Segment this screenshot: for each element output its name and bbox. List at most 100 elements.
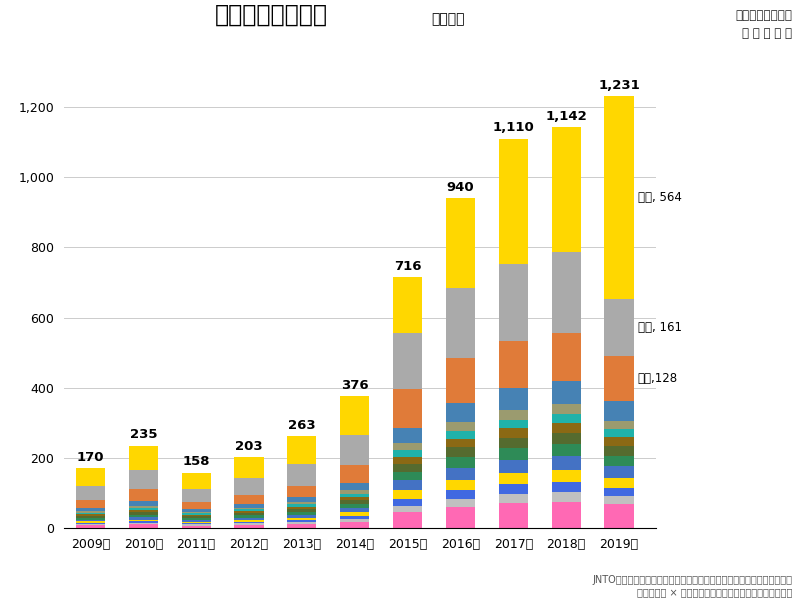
Bar [76, 516, 105, 518]
Bar [605, 496, 634, 504]
Bar [498, 473, 528, 484]
Bar [182, 512, 210, 513]
Bar [182, 524, 210, 526]
Bar [340, 512, 370, 516]
Bar [552, 433, 581, 444]
Bar [340, 494, 370, 497]
Bar [393, 277, 422, 333]
Bar [287, 502, 316, 505]
Bar [129, 506, 158, 508]
Bar [498, 388, 528, 410]
Bar [552, 127, 581, 253]
Bar [552, 444, 581, 456]
Bar [605, 446, 634, 456]
Bar [340, 490, 370, 494]
Bar [498, 503, 528, 528]
Bar [129, 470, 158, 490]
Bar [287, 436, 316, 464]
Bar [182, 526, 210, 528]
Bar [182, 517, 210, 518]
Bar [605, 96, 634, 299]
Bar [393, 506, 422, 512]
Bar [182, 473, 210, 489]
Bar [446, 499, 475, 507]
Bar [129, 523, 158, 524]
Bar [498, 428, 528, 437]
Bar [446, 457, 475, 467]
Bar [129, 508, 158, 510]
Bar [76, 518, 105, 520]
Bar [287, 464, 316, 485]
Bar [182, 521, 210, 523]
Bar [605, 488, 634, 496]
Bar [552, 423, 581, 433]
Bar [129, 512, 158, 515]
Bar [340, 483, 370, 490]
Bar [498, 264, 528, 341]
Bar [605, 356, 634, 401]
Bar [182, 515, 210, 517]
Bar [446, 431, 475, 439]
Text: 中国, 564: 中国, 564 [638, 191, 682, 204]
Bar [76, 514, 105, 516]
Bar [129, 517, 158, 520]
Text: 716: 716 [394, 260, 422, 272]
Bar [234, 509, 263, 511]
Bar [605, 401, 634, 421]
Text: 台湾,128: 台湾,128 [638, 372, 678, 385]
Bar [340, 508, 370, 512]
Bar [393, 333, 422, 389]
Bar [393, 499, 422, 506]
Bar [605, 504, 634, 528]
Bar [76, 521, 105, 523]
Text: JNTO「訪日外客数」、観光庁「訪日外国人消費動向調査」をもとに推計: JNTO「訪日外客数」、観光庁「訪日外国人消費動向調査」をもとに推計 [592, 575, 792, 585]
Bar [340, 516, 370, 520]
Bar [393, 451, 422, 457]
Text: 1,231: 1,231 [598, 79, 640, 92]
Bar [498, 494, 528, 503]
Bar [340, 520, 370, 522]
Bar [552, 470, 581, 482]
Bar [552, 482, 581, 492]
Bar [393, 457, 422, 464]
Bar [340, 396, 370, 435]
Bar [446, 490, 475, 499]
Bar [129, 510, 158, 512]
Bar [340, 522, 370, 528]
Bar [287, 520, 316, 522]
Bar [605, 456, 634, 466]
Bar [287, 512, 316, 515]
Bar [393, 428, 422, 443]
Bar [234, 457, 263, 478]
Bar [129, 446, 158, 470]
Bar [552, 404, 581, 414]
Text: 1,142: 1,142 [546, 110, 587, 123]
Bar [234, 495, 263, 503]
Bar [287, 497, 316, 502]
Bar [76, 513, 105, 514]
Text: 170: 170 [77, 451, 104, 464]
Text: 235: 235 [130, 428, 157, 442]
Bar [234, 518, 263, 520]
Bar [446, 467, 475, 480]
Bar [234, 525, 263, 528]
Bar [129, 524, 158, 528]
Text: 158: 158 [182, 455, 210, 469]
Text: 韓国, 161: 韓国, 161 [638, 321, 682, 334]
Bar [129, 521, 158, 523]
Bar [446, 439, 475, 448]
Bar [234, 503, 263, 508]
Bar [129, 515, 158, 517]
Bar [498, 460, 528, 473]
Bar [340, 435, 370, 465]
Text: ２０２０．６．１: ２０２０．６．１ [735, 9, 792, 22]
Bar [552, 253, 581, 333]
Bar [393, 389, 422, 428]
Bar [446, 403, 475, 422]
Bar [552, 502, 581, 528]
Bar [393, 480, 422, 490]
Bar [182, 513, 210, 515]
Bar [498, 437, 528, 448]
Bar [498, 139, 528, 264]
Text: 940: 940 [446, 181, 474, 194]
